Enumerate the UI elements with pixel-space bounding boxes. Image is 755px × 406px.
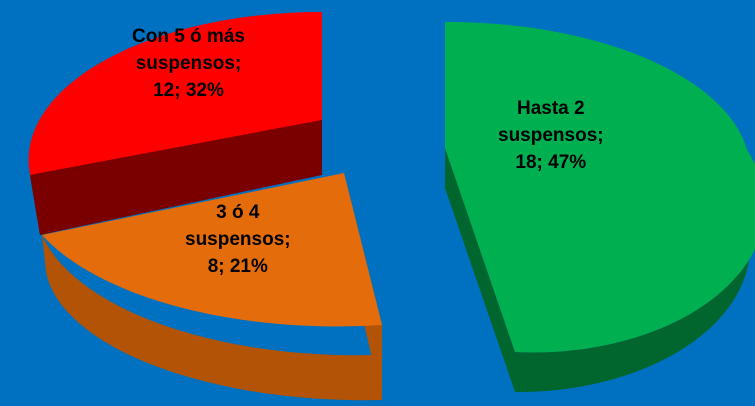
- slice-label-con-5-o-mas-name: Con 5 ó más: [132, 24, 245, 51]
- slice-label-3-o-4-name: 3 ó 4: [185, 200, 291, 227]
- slice-label-con-5-o-mas: Con 5 ó más suspensos; 12; 32%: [132, 24, 245, 105]
- slice-label-3-o-4-unit: suspensos;: [185, 227, 291, 254]
- slice-label-hasta-2: Hasta 2 suspensos; 18; 47%: [498, 96, 604, 177]
- slice-label-hasta-2-name: Hasta 2: [498, 96, 604, 123]
- slice-label-hasta-2-unit: suspensos;: [498, 123, 604, 150]
- slice-hasta-2: [445, 22, 755, 392]
- slice-label-3-o-4-value: 8; 21%: [185, 254, 291, 281]
- slice-label-con-5-o-mas-value: 12; 32%: [132, 78, 245, 105]
- slice-label-hasta-2-value: 18; 47%: [498, 150, 604, 177]
- slice-label-3-o-4: 3 ó 4 suspensos; 8; 21%: [185, 200, 291, 281]
- slice-label-con-5-o-mas-unit: suspensos;: [132, 51, 245, 78]
